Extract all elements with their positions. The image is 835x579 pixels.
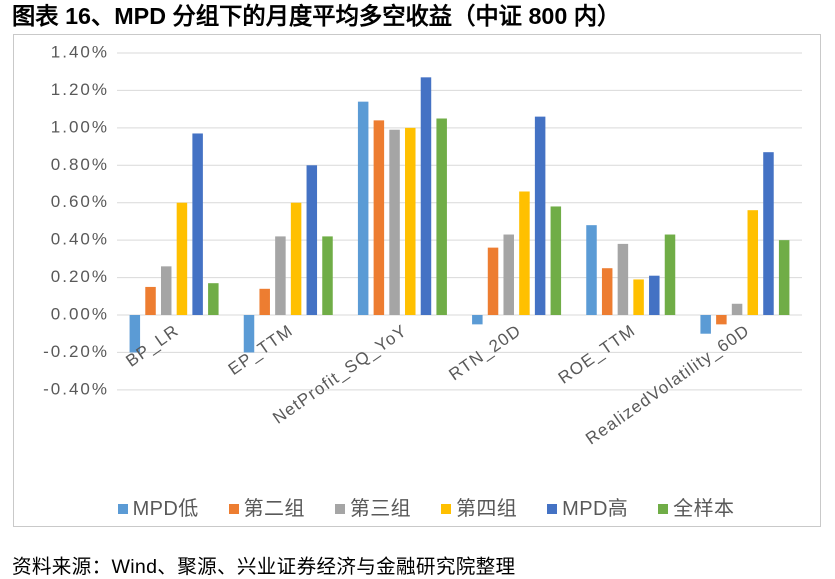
svg-text:1.00%: 1.00% — [51, 117, 109, 136]
svg-text:0.00%: 0.00% — [51, 305, 109, 324]
svg-text:0.40%: 0.40% — [51, 230, 109, 249]
svg-text:-0.20%: -0.20% — [43, 342, 109, 361]
svg-text:0.20%: 0.20% — [51, 267, 109, 286]
svg-text:0.60%: 0.60% — [51, 192, 109, 211]
svg-text:1.20%: 1.20% — [51, 80, 109, 99]
svg-text:EP_TTM: EP_TTM — [225, 321, 297, 379]
svg-text:ROE_TTM: ROE_TTM — [555, 321, 639, 388]
svg-text:-0.40%: -0.40% — [43, 379, 109, 398]
svg-text:0.80%: 0.80% — [51, 155, 109, 174]
svg-text:1.40%: 1.40% — [51, 43, 109, 62]
